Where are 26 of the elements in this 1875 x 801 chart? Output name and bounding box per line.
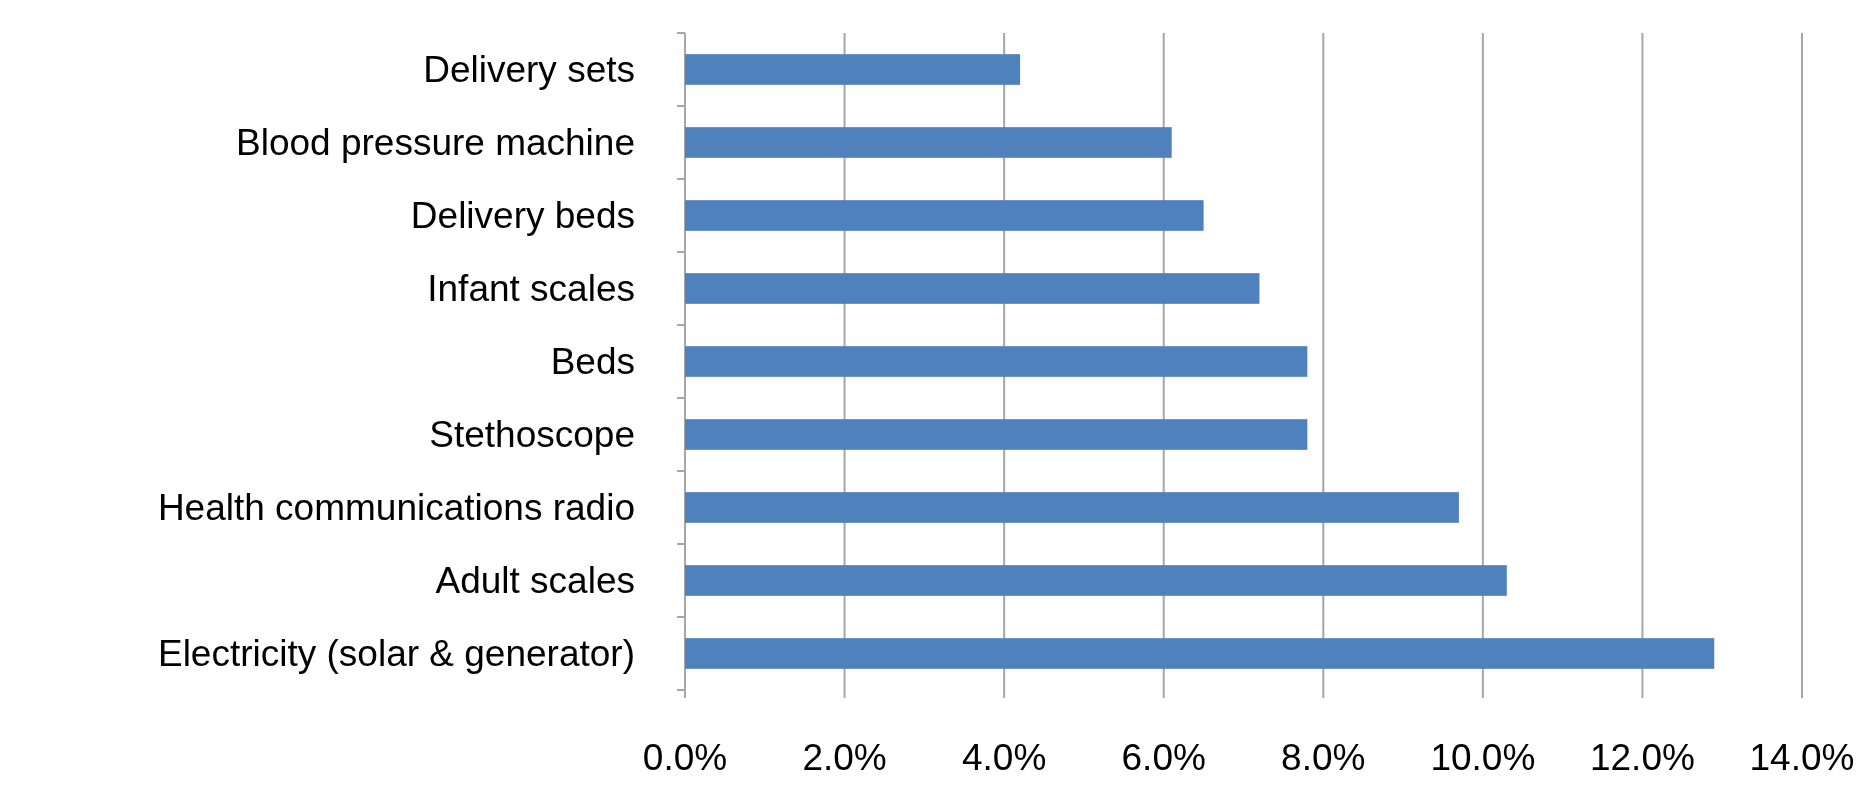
y-tick-label: Beds — [550, 341, 635, 382]
x-tick-label: 10.0% — [1430, 736, 1536, 778]
y-tick-label: Delivery beds — [410, 195, 635, 236]
x-tick-label: 6.0% — [1121, 736, 1206, 778]
bar — [685, 127, 1172, 158]
x-tick-label: 8.0% — [1281, 736, 1366, 778]
y-tick-label: Delivery sets — [423, 49, 635, 90]
x-tick-label: 4.0% — [961, 736, 1047, 778]
bar — [685, 346, 1308, 377]
x-tick-label: 2.0% — [802, 736, 887, 778]
x-tick-label: 0.0% — [642, 736, 728, 778]
bar — [685, 565, 1507, 596]
x-tick-label: 12.0% — [1589, 736, 1695, 778]
bar — [685, 54, 1021, 85]
bar — [685, 273, 1260, 304]
bar — [685, 492, 1459, 523]
y-tick-label: Blood pressure machine — [236, 122, 635, 163]
y-tick-label: Infant scales — [427, 268, 635, 309]
bar — [685, 638, 1715, 669]
y-tick-label: Stethoscope — [429, 414, 635, 455]
bar — [685, 200, 1204, 231]
y-tick-label: Electricity (solar & generator) — [157, 633, 635, 674]
x-tick-label: 14.0% — [1749, 736, 1855, 778]
y-tick-label: Health communications radio — [157, 487, 635, 528]
y-tick-label: Adult scales — [435, 560, 635, 601]
bar — [685, 419, 1308, 450]
